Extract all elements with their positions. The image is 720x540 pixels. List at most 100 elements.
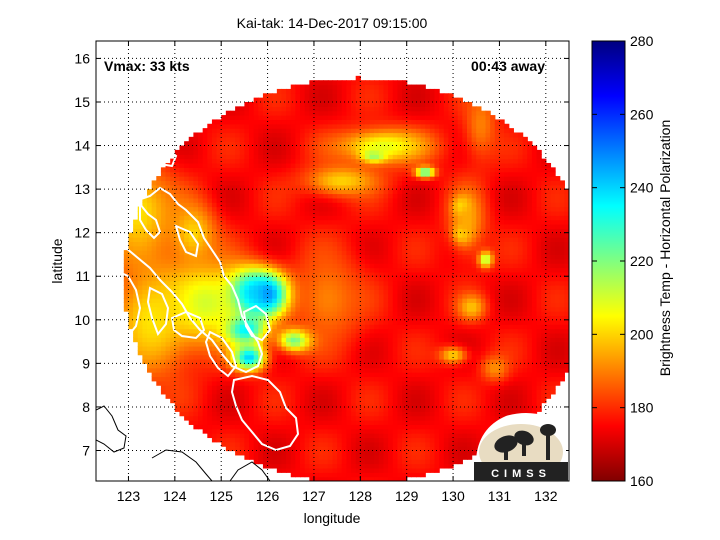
heatmap-cell [327, 101, 334, 107]
heatmap-cell [392, 132, 399, 138]
heatmap-cell [179, 315, 185, 321]
heatmap-cell [249, 245, 255, 251]
heatmap-cell [323, 372, 329, 378]
heatmap-cell [123, 276, 130, 282]
heatmap-cell [184, 302, 190, 308]
heatmap-cell [281, 115, 287, 121]
heatmap-cell [411, 141, 417, 147]
heatmap-cell [360, 359, 366, 364]
heatmap-cell [378, 284, 385, 290]
heatmap-cell [286, 454, 292, 460]
heatmap-cell [402, 154, 408, 160]
heatmap-cell [360, 350, 366, 356]
heatmap-cell [392, 84, 399, 90]
heatmap-cell [253, 223, 259, 229]
heatmap-cell [128, 302, 134, 308]
heatmap-cell [411, 119, 417, 125]
heatmap-cell [276, 97, 283, 103]
heatmap-cell [239, 359, 245, 364]
heatmap-cell [142, 319, 148, 325]
heatmap-cell [318, 454, 324, 460]
heatmap-cell [337, 132, 343, 138]
heatmap-cell [355, 241, 361, 247]
heatmap-cell [156, 354, 162, 360]
heatmap-cell [383, 136, 389, 142]
heatmap-cell [281, 223, 287, 229]
heatmap-cell [304, 393, 310, 399]
heatmap-cell [267, 332, 273, 338]
heatmap-cell [179, 267, 185, 273]
heatmap-cell [249, 354, 255, 360]
heatmap-cell [230, 237, 236, 242]
heatmap-cell [318, 428, 324, 434]
heatmap-cell [374, 97, 380, 103]
heatmap-cell [174, 158, 181, 164]
heatmap-cell [360, 354, 366, 360]
heatmap-cell [337, 424, 343, 430]
heatmap-cell [262, 193, 269, 199]
heatmap-cell [388, 80, 394, 86]
heatmap-cell [360, 215, 366, 221]
heatmap-cell [415, 93, 422, 99]
heatmap-cell [286, 241, 292, 247]
heatmap-cell [313, 158, 320, 164]
heatmap-cell [290, 311, 296, 317]
heatmap-cell [313, 136, 320, 142]
heatmap-cell [128, 254, 134, 260]
heatmap-cell [174, 324, 181, 330]
heatmap-cell [221, 250, 227, 256]
heatmap-cell [174, 258, 181, 264]
heatmap-cell [216, 354, 222, 360]
heatmap-cell [392, 385, 399, 391]
heatmap-cell [286, 276, 292, 282]
heatmap-cell [300, 424, 306, 430]
heatmap-cell [295, 280, 301, 286]
heatmap-cell [244, 232, 250, 238]
heatmap-cell [281, 367, 287, 373]
heatmap-cell [392, 232, 399, 238]
heatmap-cell [318, 393, 324, 399]
heatmap-cell [309, 158, 315, 164]
heatmap-cell [151, 306, 157, 312]
heatmap-cell [276, 280, 283, 286]
heatmap-cell [221, 289, 227, 295]
heatmap-cell [202, 189, 208, 195]
heatmap-cell [211, 128, 218, 134]
heatmap-cell [351, 311, 357, 317]
heatmap-cell [369, 284, 375, 290]
heatmap-cell [198, 376, 204, 382]
heatmap-cell [202, 415, 208, 421]
heatmap-cell [300, 123, 306, 129]
heatmap-cell [364, 454, 371, 460]
heatmap-cell [341, 123, 348, 129]
heatmap-cell [313, 345, 320, 351]
heatmap-cell [179, 363, 185, 369]
heatmap-cell [327, 380, 334, 386]
heatmap-cell [216, 376, 222, 382]
heatmap-cell [184, 158, 190, 164]
heatmap-cell [216, 141, 222, 147]
heatmap-cell [276, 441, 283, 447]
heatmap-cell [160, 254, 167, 260]
heatmap-cell [369, 441, 375, 447]
heatmap-cell [327, 106, 334, 112]
heatmap-cell [272, 341, 278, 347]
heatmap-cell [216, 215, 222, 221]
heatmap-cell [151, 284, 157, 290]
heatmap-cell [295, 454, 301, 460]
heatmap-cell [402, 376, 408, 382]
heatmap-cell [392, 380, 399, 386]
heatmap-cell [211, 267, 218, 273]
heatmap-cell [156, 372, 162, 378]
heatmap-cell [323, 171, 329, 177]
heatmap-cell [133, 293, 139, 299]
heatmap-cell [351, 350, 357, 356]
heatmap-cell [179, 237, 185, 242]
heatmap-cell [202, 145, 208, 151]
heatmap-cell [249, 267, 255, 273]
heatmap-cell [318, 228, 324, 234]
heatmap-cell [198, 245, 204, 251]
heatmap-cell [415, 389, 422, 395]
heatmap-cell [235, 149, 241, 155]
heatmap-cell [318, 420, 324, 425]
